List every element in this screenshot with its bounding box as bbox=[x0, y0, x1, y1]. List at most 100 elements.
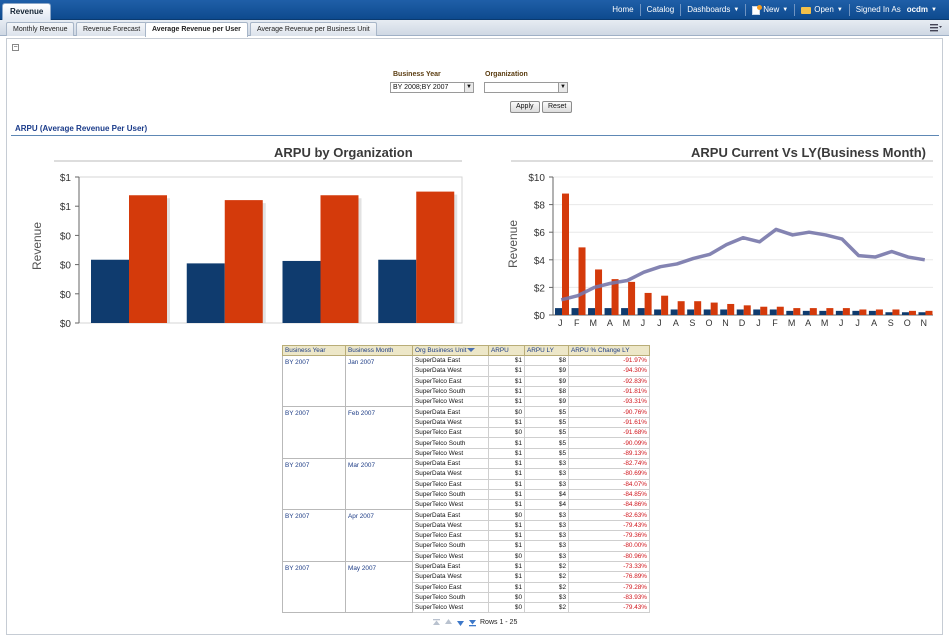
x-tick-label: O bbox=[705, 318, 712, 328]
cell-arpu-ly: $8 bbox=[524, 385, 569, 398]
global-nav: Home Catalog Dashboards ▼ New ▼ Open ▼ Sign… bbox=[606, 0, 943, 20]
table-row: SuperTelco West $1 $5 -89.13% bbox=[283, 447, 650, 459]
bar bbox=[885, 312, 893, 315]
user-name: ocdm bbox=[906, 5, 929, 14]
cell-org-business-unit: SuperTelco South bbox=[412, 540, 489, 552]
y-tick-label: $4 bbox=[534, 256, 546, 267]
cell-arpu-ly: $3 bbox=[524, 457, 569, 470]
tab-average-revenue-per-user[interactable]: Average Revenue per User bbox=[145, 22, 248, 37]
nav-catalog-label: Catalog bbox=[646, 5, 675, 14]
x-tick-label: O bbox=[904, 318, 911, 328]
bar bbox=[416, 191, 455, 323]
cell-arpu-change-ly: -91.81% bbox=[568, 385, 650, 398]
y-tick-label: $8 bbox=[534, 201, 546, 212]
cell-business-month[interactable]: Jan 2007 bbox=[345, 354, 413, 408]
dashboard-tab-revenue[interactable]: Revenue bbox=[2, 3, 52, 20]
bar bbox=[588, 308, 596, 315]
previous-page-icon[interactable] bbox=[444, 618, 453, 627]
cell-business-year[interactable]: BY 2007 bbox=[282, 457, 346, 511]
chevron-down-icon: ▼ bbox=[836, 7, 843, 13]
nav-dashboards-menu[interactable]: Dashboards ▼ bbox=[681, 0, 745, 20]
section-divider bbox=[11, 135, 939, 136]
y-tick-label: $1 bbox=[60, 173, 72, 184]
bar bbox=[901, 312, 909, 315]
x-tick-label: M bbox=[590, 318, 598, 328]
cell-business-month[interactable]: May 2007 bbox=[345, 560, 413, 614]
tab-average-revenue-per-business-unit[interactable]: Average Revenue per Business Unit bbox=[250, 22, 377, 36]
cell-business-month[interactable]: Mar 2007 bbox=[345, 457, 413, 511]
bar bbox=[925, 310, 933, 315]
cell-business-month[interactable]: Feb 2007 bbox=[345, 406, 413, 459]
apply-button[interactable]: Apply bbox=[510, 101, 540, 113]
cell-business-year[interactable]: BY 2007 bbox=[282, 354, 346, 408]
last-page-icon[interactable] bbox=[468, 618, 477, 627]
cell-arpu: $1 bbox=[488, 488, 525, 501]
cell-arpu-ly: $5 bbox=[524, 427, 569, 439]
bar bbox=[802, 310, 810, 315]
cell-arpu: $1 bbox=[488, 457, 525, 470]
collapse-section-icon[interactable]: − bbox=[12, 44, 19, 51]
table-pager: Rows 1 - 25 bbox=[432, 618, 517, 627]
nav-new-menu[interactable]: New ▼ bbox=[746, 0, 794, 20]
bar bbox=[727, 303, 735, 315]
cell-business-year[interactable]: BY 2007 bbox=[282, 509, 346, 562]
x-tick-label: S bbox=[689, 318, 695, 328]
cell-arpu-ly: $3 bbox=[524, 509, 569, 521]
page-tab-bar: Monthly Revenue Revenue Forecast Average… bbox=[0, 20, 949, 37]
bar bbox=[819, 310, 827, 315]
next-page-icon[interactable] bbox=[456, 618, 465, 627]
chevron-down-icon[interactable]: ▼ bbox=[558, 83, 567, 92]
bar bbox=[595, 269, 603, 315]
y-axis-label: Revenue bbox=[506, 220, 520, 268]
reset-button[interactable]: Reset bbox=[542, 101, 573, 113]
chevron-down-icon[interactable]: ▼ bbox=[464, 83, 473, 92]
page-options-icon[interactable] bbox=[929, 22, 943, 33]
nav-catalog[interactable]: Catalog bbox=[641, 0, 681, 20]
bar bbox=[769, 309, 777, 315]
user-menu[interactable]: ocdm ▼ bbox=[907, 0, 943, 20]
col-arpu[interactable]: ARPU bbox=[488, 345, 525, 356]
nav-home[interactable]: Home bbox=[606, 0, 639, 20]
bar bbox=[654, 309, 662, 315]
col-arpu-change-ly[interactable]: ARPU % Change LY bbox=[568, 345, 650, 356]
arpu-by-organization-chart: $0 $0 $0 $0 $1 $1 Revenue bbox=[30, 160, 463, 329]
bar bbox=[611, 279, 619, 315]
bar bbox=[753, 309, 761, 315]
col-arpu-ly[interactable]: ARPU LY bbox=[524, 345, 569, 356]
x-tick-label: F bbox=[574, 318, 580, 328]
cell-arpu: $1 bbox=[488, 560, 525, 573]
bar bbox=[868, 310, 876, 315]
tab-monthly-revenue[interactable]: Monthly Revenue bbox=[6, 22, 75, 36]
first-page-icon[interactable] bbox=[432, 618, 441, 627]
cell-org-business-unit: SuperTelco South bbox=[412, 488, 489, 501]
cell-arpu-ly: $3 bbox=[524, 540, 569, 552]
tab-revenue-forecast[interactable]: Revenue Forecast bbox=[76, 22, 148, 36]
cell-business-year[interactable]: BY 2007 bbox=[282, 406, 346, 459]
cell-arpu-change-ly: -84.86% bbox=[568, 499, 650, 511]
business-year-select[interactable]: BY 2008;BY 2007 ▼ bbox=[390, 82, 474, 93]
cell-arpu-ly: $3 bbox=[524, 530, 569, 542]
nav-open-menu[interactable]: Open ▼ bbox=[795, 0, 849, 20]
x-tick-label: J bbox=[558, 318, 563, 328]
cell-business-year[interactable]: BY 2007 bbox=[282, 560, 346, 614]
x-tick-label: A bbox=[607, 318, 613, 328]
cell-arpu: $0 bbox=[488, 591, 525, 604]
x-tick-label: M bbox=[821, 318, 829, 328]
chart-title-arpu-current-vs-ly: ARPU Current Vs LY(Business Month) bbox=[691, 145, 926, 160]
organization-select[interactable]: ▼ bbox=[484, 82, 568, 93]
sort-icon[interactable] bbox=[466, 347, 475, 353]
col-business-year[interactable]: Business Year bbox=[282, 345, 346, 356]
col-org-business-unit-label: Org Business Unit bbox=[415, 347, 467, 354]
global-header: Revenue Home Catalog Dashboards ▼ New ▼ Op… bbox=[0, 0, 949, 20]
col-business-month[interactable]: Business Month bbox=[345, 345, 413, 356]
x-tick-label: A bbox=[871, 318, 877, 328]
nav-divider bbox=[848, 4, 850, 16]
cell-arpu: $1 bbox=[488, 416, 525, 429]
cell-arpu-change-ly: -94.30% bbox=[568, 365, 650, 377]
cell-arpu: $1 bbox=[488, 499, 525, 511]
bar bbox=[793, 308, 801, 315]
cell-business-month[interactable]: Apr 2007 bbox=[345, 509, 413, 562]
x-tick-label: J bbox=[657, 318, 662, 328]
col-org-business-unit[interactable]: Org Business Unit bbox=[412, 345, 489, 356]
